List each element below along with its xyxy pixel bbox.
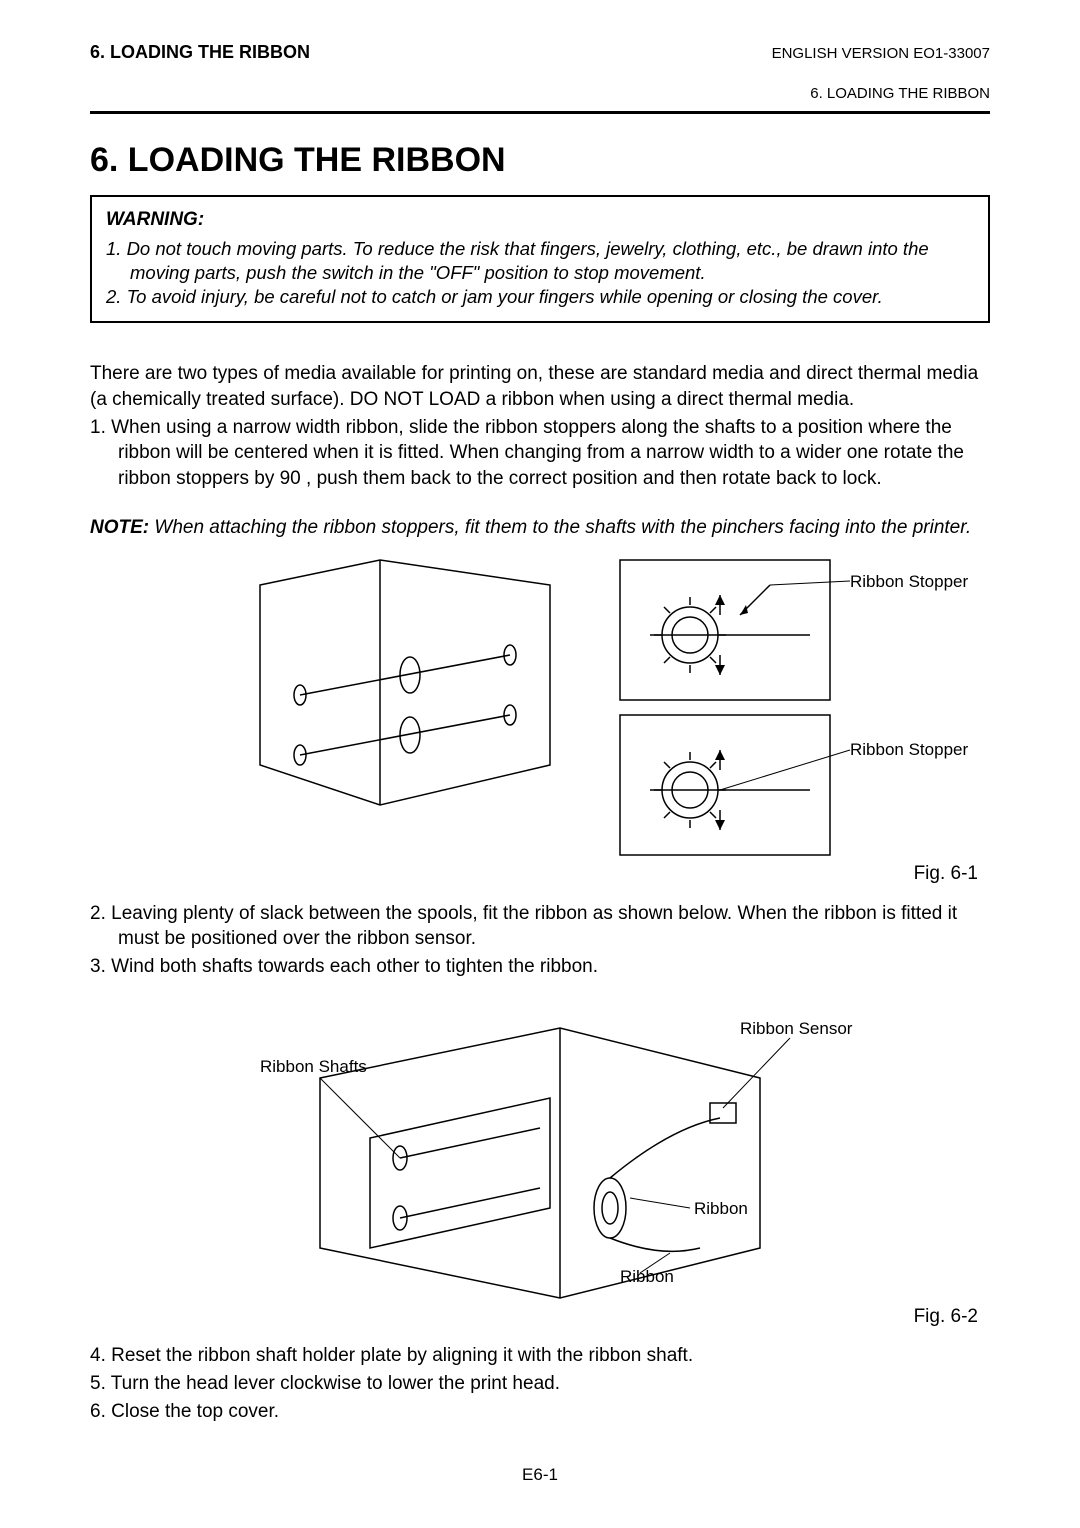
steps-list-b: 2. Leaving plenty of slack between the s…	[90, 901, 990, 980]
warning-list: 1. Do not touch moving parts. To reduce …	[106, 237, 974, 309]
callout-ribbon-stopper-top: Ribbon Stopper	[850, 571, 968, 594]
callout-ribbon-sensor: Ribbon Sensor	[740, 1018, 852, 1041]
step-item: 5. Turn the head lever clockwise to lowe…	[90, 1371, 990, 1397]
figure-6-1: Ribbon Stopper Ribbon Stopper	[250, 555, 970, 865]
warning-box: WARNING: 1. Do not touch moving parts. T…	[90, 195, 990, 323]
header-rule	[90, 111, 990, 114]
figure-6-1-svg	[250, 555, 970, 865]
header-version: ENGLISH VERSION EO1-33007	[772, 44, 990, 64]
callout-ribbon-1: Ribbon	[694, 1198, 748, 1221]
steps-list-c: 4. Reset the ribbon shaft holder plate b…	[90, 1343, 990, 1424]
callout-ribbon-shafts: Ribbon Shafts	[260, 1056, 367, 1079]
section-title: 6. LOADING THE RIBBON	[90, 138, 990, 184]
header-breadcrumb: 6. LOADING THE RIBBON	[90, 84, 990, 104]
warning-item: 2. To avoid injury, be careful not to ca…	[106, 285, 974, 309]
page-footer: E6-1	[90, 1464, 990, 1487]
warning-item: 1. Do not touch moving parts. To reduce …	[106, 237, 974, 285]
step-item: 3. Wind both shafts towards each other t…	[90, 954, 990, 980]
step-item: 1. When using a narrow width ribbon, sli…	[90, 415, 990, 492]
step-item: 6. Close the top cover.	[90, 1399, 990, 1425]
callout-ribbon-2: Ribbon	[620, 1266, 674, 1289]
note-text: When attaching the ribbon stoppers, fit …	[154, 517, 971, 538]
page-header: 6. LOADING THE RIBBON ENGLISH VERSION EO…	[90, 40, 990, 64]
step-item: 2. Leaving plenty of slack between the s…	[90, 901, 990, 952]
header-section: 6. LOADING THE RIBBON	[90, 40, 310, 64]
figure-6-2-svg	[200, 1008, 920, 1308]
note-label: NOTE:	[90, 517, 149, 538]
step-item: 4. Reset the ribbon shaft holder plate b…	[90, 1343, 990, 1369]
intro-paragraph: There are two types of media available f…	[90, 361, 990, 412]
figure-6-2: Ribbon Shafts Ribbon Sensor Ribbon Ribbo…	[200, 1008, 920, 1308]
note-line: NOTE: When attaching the ribbon stoppers…	[90, 515, 990, 541]
steps-list-a: 1. When using a narrow width ribbon, sli…	[90, 415, 990, 492]
warning-heading: WARNING:	[106, 207, 974, 233]
callout-ribbon-stopper-bottom: Ribbon Stopper	[850, 739, 968, 762]
